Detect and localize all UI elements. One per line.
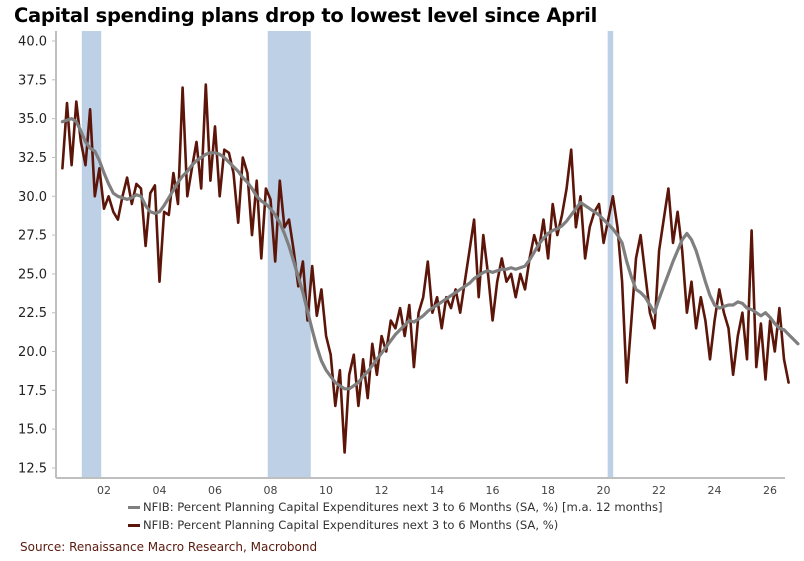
x-tick-label: 14	[430, 484, 444, 497]
chart-title: Capital spending plans drop to lowest le…	[14, 4, 597, 27]
x-tick-label: 26	[763, 484, 777, 497]
y-tick-label: 17.5	[18, 384, 47, 399]
legend-swatch-gray	[128, 505, 140, 509]
recession-band	[81, 31, 102, 478]
recession-band	[607, 31, 614, 478]
x-tick-label: 02	[97, 484, 111, 497]
y-tick-label: 35.0	[18, 112, 47, 127]
source-note: Source: Renaissance Macro Research, Macr…	[20, 540, 318, 554]
x-tick-label: 18	[541, 484, 555, 497]
x-tick-label: 20	[597, 484, 611, 497]
x-tick-label: 06	[208, 484, 222, 497]
y-axis-ticks: 40.0 37.5 35.0 32.5 30.0 27.5 25.0 22.5 20.0 17.5…	[18, 35, 56, 477]
y-tick-label: 25.0	[18, 267, 47, 282]
legend-swatch-maroon	[128, 523, 140, 527]
x-tick-label: 24	[708, 484, 722, 497]
y-tick-label: 32.5	[18, 151, 47, 166]
y-tick-label: 15.0	[18, 423, 47, 438]
legend-label: NFIB: Percent Planning Capital Expenditu…	[143, 518, 559, 532]
x-tick-label: 10	[319, 484, 333, 497]
x-tick-label: 16	[486, 484, 500, 497]
y-tick-label: 40.0	[18, 35, 47, 50]
legend: NFIB: Percent Planning Capital Expenditu…	[128, 498, 663, 534]
legend-item-raw-series[interactable]: NFIB: Percent Planning Capital Expenditu…	[128, 516, 663, 534]
series-lines	[60, 83, 800, 454]
y-tick-label: 37.5	[18, 73, 47, 88]
y-tick-label: 27.5	[18, 229, 47, 244]
x-tick-label: 12	[375, 484, 389, 497]
legend-item-moving-average[interactable]: NFIB: Percent Planning Capital Expenditu…	[128, 498, 663, 516]
x-tick-label: 04	[153, 484, 167, 497]
moving-average-line	[60, 116, 800, 391]
raw-series-line	[61, 83, 790, 454]
axes	[55, 31, 785, 479]
x-tick-label: 22	[652, 484, 666, 497]
y-tick-label: 30.0	[18, 190, 47, 205]
y-tick-label: 20.0	[18, 345, 47, 360]
x-axis-ticks: 02 04 06 08 10 12 14 16 18 20 22 24 26	[97, 484, 777, 497]
legend-label: NFIB: Percent Planning Capital Expenditu…	[143, 500, 663, 514]
y-tick-label: 12.5	[18, 462, 47, 477]
x-tick-label: 08	[264, 484, 278, 497]
y-tick-label: 22.5	[18, 306, 47, 321]
